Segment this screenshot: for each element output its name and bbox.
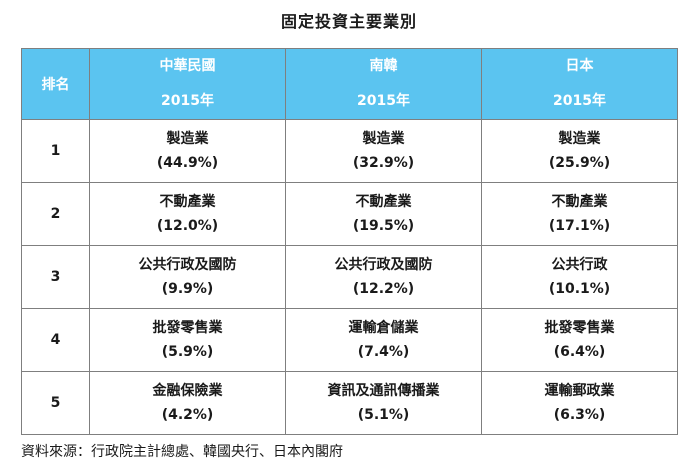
table-row: 5 金融保險業 (4.2%) 資訊及通訊傳播業 (5.1%) 運輸郵政業 (6.… [21, 371, 678, 435]
header-rank-label: 排名 [41, 77, 70, 93]
table-row: 1 製造業 (44.9%) 製造業 (32.9%) 製造業 (25.9%) [21, 119, 678, 183]
industry-name: 資訊及通訊傳播業 [327, 383, 440, 399]
page-title: 固定投資主要業別 [280, 12, 417, 31]
industry-share: (9.9%) [161, 281, 214, 297]
header-rank: 排名 [21, 48, 90, 120]
rank-cell: 3 [21, 245, 90, 309]
industry-share: (44.9%) [156, 155, 219, 171]
industry-name: 不動產業 [159, 194, 216, 210]
industry-share: (12.2%) [352, 281, 415, 297]
industry-name: 金融保險業 [152, 383, 223, 399]
industry-share: (25.9%) [548, 155, 611, 171]
industry-share: (7.4%) [357, 344, 410, 360]
table-cell: 不動產業 (12.0%) [89, 182, 286, 246]
industry-share: (10.1%) [548, 281, 611, 297]
header-country-name: 南韓 [369, 58, 398, 74]
industry-share: (17.1%) [548, 218, 611, 234]
table-header-row: 排名 中華民國 2015年 南韓 2015年 日本 2015年 [21, 48, 678, 120]
industry-name: 製造業 [166, 131, 209, 147]
rank-cell: 1 [21, 119, 90, 183]
header-country-name: 日本 [565, 58, 594, 74]
table-cell: 運輸郵政業 (6.3%) [481, 371, 678, 435]
table-cell: 金融保險業 (4.2%) [89, 371, 286, 435]
industry-name: 運輸郵政業 [544, 383, 615, 399]
table-cell: 公共行政及國防 (9.9%) [89, 245, 286, 309]
table-cell: 資訊及通訊傳播業 (5.1%) [285, 371, 482, 435]
industry-name: 公共行政及國防 [334, 257, 433, 273]
table-cell: 公共行政 (10.1%) [481, 245, 678, 309]
table-row: 3 公共行政及國防 (9.9%) 公共行政及國防 (12.2%) 公共行政 (1… [21, 245, 678, 309]
header-country-taiwan: 中華民國 2015年 [89, 48, 286, 120]
table-row: 2 不動產業 (12.0%) 不動產業 (19.5%) 不動產業 (17.1%) [21, 182, 678, 246]
header-country-name: 中華民國 [159, 58, 216, 74]
table-row: 4 批發零售業 (5.9%) 運輸倉儲業 (7.4%) 批發零售業 (6.4%) [21, 308, 678, 372]
industry-share: (5.1%) [357, 407, 410, 423]
industry-share: (4.2%) [161, 407, 214, 423]
industry-name: 製造業 [558, 131, 601, 147]
industry-share: (6.4%) [553, 344, 606, 360]
industry-name: 公共行政及國防 [138, 257, 237, 273]
table-cell: 批發零售業 (6.4%) [481, 308, 678, 372]
table-cell: 製造業 (32.9%) [285, 119, 482, 183]
table-cell: 運輸倉儲業 (7.4%) [285, 308, 482, 372]
header-country-korea: 南韓 2015年 [285, 48, 482, 120]
investment-ranking-table: 排名 中華民國 2015年 南韓 2015年 日本 2015年 1 製造業 (4… [21, 48, 678, 435]
header-country-japan: 日本 2015年 [481, 48, 678, 120]
industry-name: 不動產業 [551, 194, 608, 210]
header-country-year: 2015年 [357, 93, 410, 109]
industry-name: 運輸倉儲業 [348, 320, 419, 336]
industry-share: (12.0%) [156, 218, 219, 234]
header-country-year: 2015年 [161, 93, 214, 109]
source-note: 資料來源：行政院主計總處、韓國央行、日本內閣府 [21, 444, 343, 460]
header-country-year: 2015年 [553, 93, 606, 109]
table-cell: 批發零售業 (5.9%) [89, 308, 286, 372]
industry-share: (6.3%) [553, 407, 606, 423]
table-cell: 不動產業 (17.1%) [481, 182, 678, 246]
rank-cell: 5 [21, 371, 90, 435]
industry-name: 批發零售業 [544, 320, 615, 336]
table-cell: 製造業 (25.9%) [481, 119, 678, 183]
industry-name: 不動產業 [355, 194, 412, 210]
industry-name: 公共行政 [551, 257, 608, 273]
industry-name: 製造業 [362, 131, 405, 147]
rank-cell: 4 [21, 308, 90, 372]
industry-share: (32.9%) [352, 155, 415, 171]
table-cell: 公共行政及國防 (12.2%) [285, 245, 482, 309]
rank-cell: 2 [21, 182, 90, 246]
industry-name: 批發零售業 [152, 320, 223, 336]
industry-share: (5.9%) [161, 344, 214, 360]
industry-share: (19.5%) [352, 218, 415, 234]
table-cell: 不動產業 (19.5%) [285, 182, 482, 246]
table-cell: 製造業 (44.9%) [89, 119, 286, 183]
